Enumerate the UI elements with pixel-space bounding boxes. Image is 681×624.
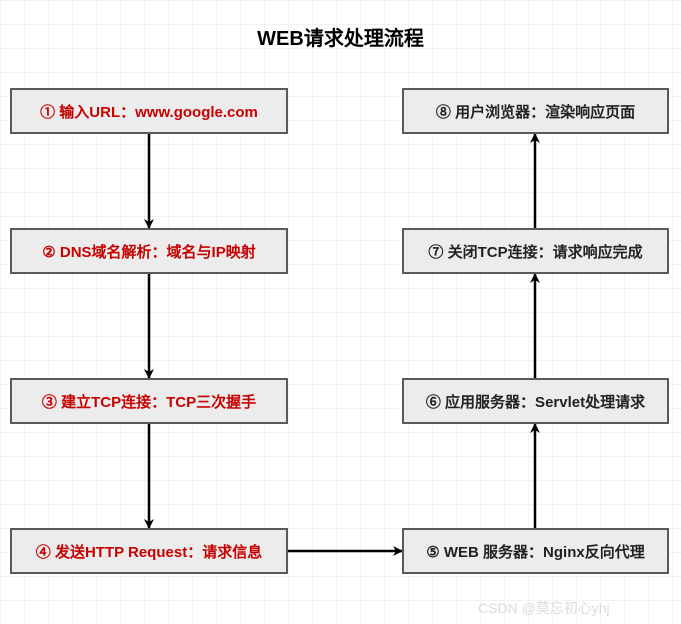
flow-node-label: ② DNS域名解析：域名与IP映射	[42, 241, 255, 262]
flow-node-n4: ④ 发送HTTP Request：请求信息	[10, 528, 288, 574]
flow-node-label: ① 输入URL：www.google.com	[40, 101, 258, 122]
flow-node-label: ③ 建立TCP连接：TCP三次握手	[42, 391, 256, 412]
flow-node-n3: ③ 建立TCP连接：TCP三次握手	[10, 378, 288, 424]
flow-node-label: ⑤ WEB 服务器：Nginx反向代理	[426, 541, 644, 562]
flow-node-n5: ⑤ WEB 服务器：Nginx反向代理	[402, 528, 669, 574]
flow-node-label: ④ 发送HTTP Request：请求信息	[36, 541, 262, 562]
diagram-title: WEB请求处理流程	[0, 22, 681, 51]
flow-node-n1: ① 输入URL：www.google.com	[10, 88, 288, 134]
flow-node-n6: ⑥ 应用服务器：Servlet处理请求	[402, 378, 669, 424]
flow-node-label: ⑧ 用户浏览器：渲染响应页面	[436, 101, 635, 122]
flow-node-label: ⑥ 应用服务器：Servlet处理请求	[426, 391, 645, 412]
flow-node-n2: ② DNS域名解析：域名与IP映射	[10, 228, 288, 274]
flow-node-n7: ⑦ 关闭TCP连接：请求响应完成	[402, 228, 669, 274]
watermark: CSDN @莫忘初心yhj	[478, 598, 610, 618]
flow-node-n8: ⑧ 用户浏览器：渲染响应页面	[402, 88, 669, 134]
flow-node-label: ⑦ 关闭TCP连接：请求响应完成	[428, 241, 642, 262]
